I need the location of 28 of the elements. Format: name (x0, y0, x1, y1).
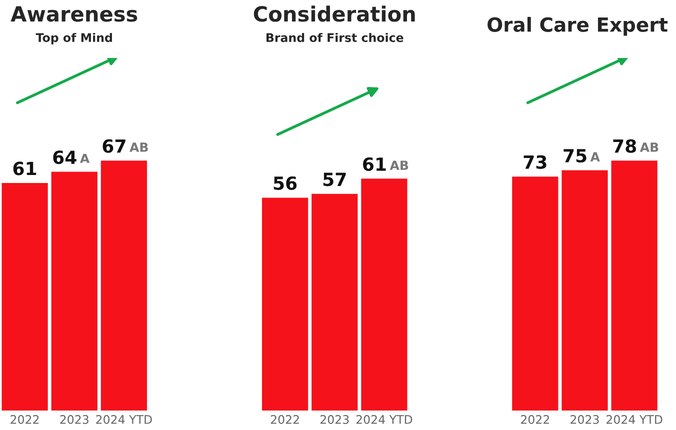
chart-title: Consideration (254, 6, 415, 22)
annotation: AB (390, 160, 408, 170)
data-label: 73 (524, 155, 546, 169)
x-tick-label: 2022 (270, 415, 299, 424)
data-label: 61 (13, 162, 36, 176)
chart-title: Awareness (10, 6, 138, 22)
chart-subtitle: Top of Mind (36, 32, 112, 44)
x-tick-label: 2022 (10, 415, 39, 424)
data-label: 57 (323, 172, 346, 186)
data-label: 67 (102, 139, 126, 153)
annotation: A (80, 154, 90, 163)
data-label: 61 (363, 157, 386, 172)
x-tick-label: 2023 (570, 415, 599, 424)
chart-title: Oral Care Expert (488, 16, 668, 36)
x-tick-label: 2023 (60, 415, 88, 424)
data-label: 78 (613, 139, 636, 153)
x-tick-label: 2023 (320, 415, 349, 424)
chart-subtitle: Brand of First choice (266, 32, 404, 42)
annotation: A (590, 152, 600, 162)
x-tick-label: 2024 YTD (606, 415, 662, 424)
annotation: AB (640, 142, 658, 152)
x-tick-label: 2022 (521, 415, 550, 424)
annotation: AB (130, 142, 148, 152)
x-tick-label: 2024 YTD (96, 415, 152, 424)
x-tick-label: 2024 YTD (356, 415, 412, 424)
data-label: 64 (53, 150, 76, 164)
data-label: 56 (274, 176, 297, 190)
data-label: 75 (564, 149, 586, 163)
